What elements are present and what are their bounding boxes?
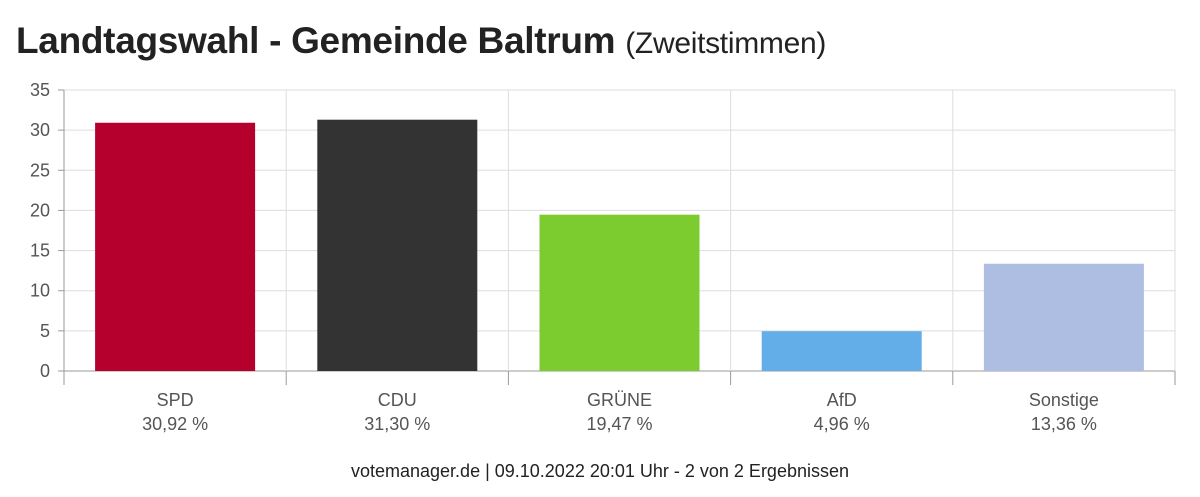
bar-grüne [540, 215, 700, 371]
category-label-cdu: CDU [378, 390, 417, 410]
category-label-grüne: GRÜNE [587, 390, 652, 410]
y-tick-label-0: 0 [40, 361, 50, 381]
y-tick-label-15: 15 [30, 241, 50, 261]
y-tick-label-20: 20 [30, 200, 50, 220]
value-label-grüne: 19,47 % [586, 414, 652, 434]
y-tick-label-25: 25 [30, 160, 50, 180]
value-label-sonstige: 13,36 % [1031, 414, 1097, 434]
value-label-cdu: 31,30 % [364, 414, 430, 434]
category-label-afd: AfD [827, 390, 857, 410]
bar-sonstige [984, 264, 1144, 371]
bar-afd [762, 331, 922, 371]
chart-footer: votemanager.de | 09.10.2022 20:01 Uhr - … [0, 461, 1200, 482]
category-label-sonstige: Sonstige [1029, 390, 1099, 410]
value-label-spd: 30,92 % [142, 414, 208, 434]
bar-spd [95, 123, 255, 371]
bar-cdu [317, 120, 477, 371]
category-label-spd: SPD [157, 390, 194, 410]
y-tick-label-10: 10 [30, 281, 50, 301]
y-tick-label-30: 30 [30, 120, 50, 140]
y-tick-label-35: 35 [30, 80, 50, 100]
y-tick-label-5: 5 [40, 321, 50, 341]
value-label-afd: 4,96 % [814, 414, 870, 434]
